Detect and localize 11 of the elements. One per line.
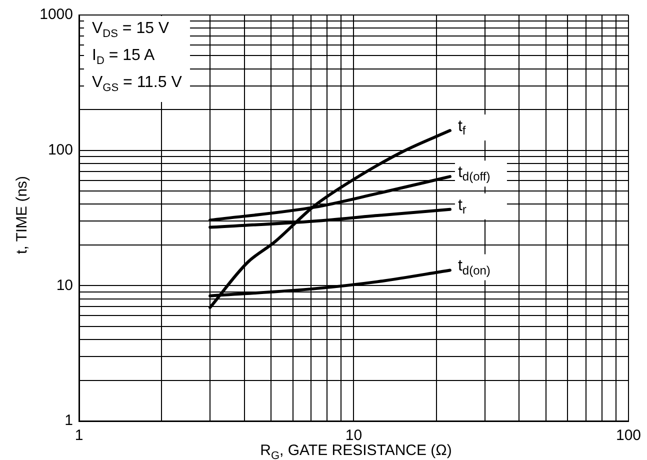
x-axis-title: R$_{G}$, GATE RESISTANCE (Ω) (260, 442, 452, 460)
annotation: V$_{DS}$ = 15 V (92, 20, 170, 40)
annotation: I$_{D}$ = 15 A (92, 47, 155, 67)
x-tick-label: 10 (345, 427, 362, 444)
y-axis-title: t, TIME (ns) (14, 176, 30, 254)
y-tick-label: 1 (64, 412, 73, 430)
y-tick-label: 100 (48, 141, 73, 158)
y-tick-label: 1000 (40, 6, 73, 24)
y-tick-label: 10 (56, 276, 73, 294)
annotation: V$_{GS}$ = 11.5 V (92, 74, 182, 94)
x-tick-label: 100 (616, 427, 641, 444)
